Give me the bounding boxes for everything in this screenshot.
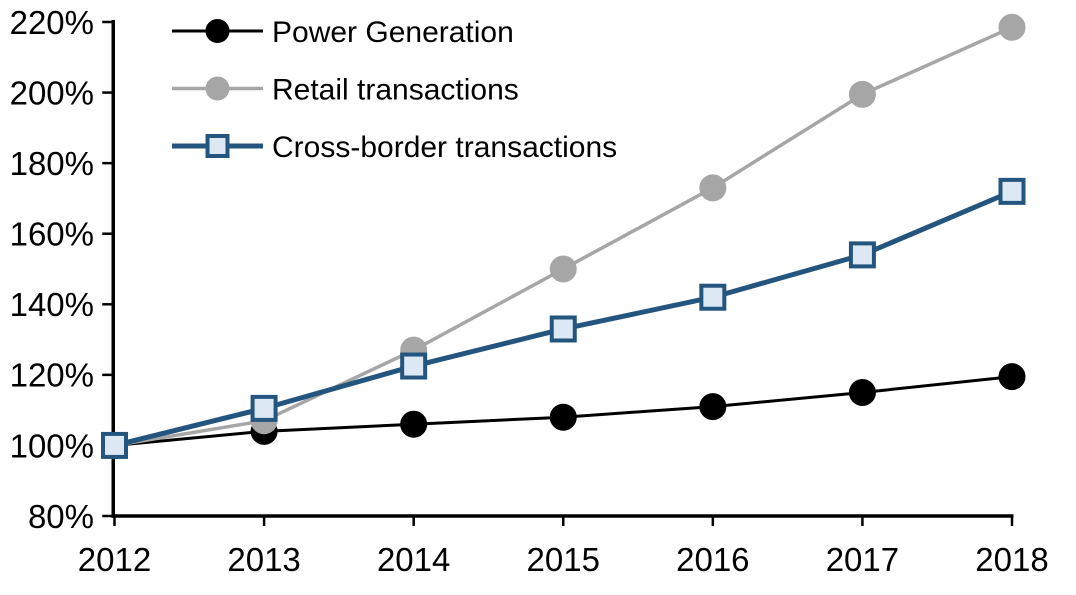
series-power-generation-circle-marker	[549, 403, 577, 431]
y-tick-label: 120%	[10, 357, 94, 394]
x-tick-label: 2015	[527, 541, 600, 578]
legend-label-cross-border-transactions: Cross-border transactions	[272, 131, 617, 164]
series-retail-transactions-circle-marker	[998, 13, 1026, 41]
y-tick-label: 140%	[10, 286, 94, 323]
y-tick-label: 80%	[28, 498, 94, 535]
x-tick-label: 2018	[975, 541, 1048, 578]
series-retail-transactions-circle-marker	[848, 80, 876, 108]
series-power-generation-circle-marker	[400, 410, 428, 438]
series-cross-border-transactions-square-marker	[848, 241, 876, 269]
series-cross-border-transactions-square-marker	[549, 315, 577, 343]
series-power-generation-circle-marker	[848, 379, 876, 406]
x-tick-label: 2016	[676, 541, 749, 578]
series-power-generation-circle-marker	[699, 393, 727, 421]
series-retail-transactions-circle-marker	[549, 255, 577, 283]
series-cross-border-transactions-square-marker	[400, 352, 428, 380]
series-power-generation-circle-marker	[998, 363, 1026, 391]
legend-retail-transactions-circle-marker	[205, 76, 230, 101]
x-tick-label: 2013	[227, 541, 300, 578]
y-tick-label: 200%	[10, 74, 94, 111]
legend-label-power-generation: Power Generation	[272, 16, 514, 49]
series-cross-border-transactions-square-marker	[998, 177, 1026, 205]
y-tick-label: 220%	[10, 4, 94, 41]
series-cross-border-transactions-square-marker	[101, 431, 128, 459]
y-tick-label: 160%	[10, 216, 94, 253]
legend-cross-border-transactions-square-marker	[205, 134, 230, 158]
x-tick-label: 2012	[78, 541, 151, 578]
legend-power-generation-circle-marker	[205, 19, 230, 43]
legend-label-retail-transactions: Retail transactions	[272, 73, 519, 106]
series-cross-border-transactions-square-marker	[250, 394, 278, 422]
x-tick-label: 2014	[377, 541, 450, 578]
series-cross-border-transactions-square-marker	[699, 283, 727, 311]
series-retail-transactions-circle-marker	[699, 174, 727, 202]
y-tick-label: 180%	[10, 145, 94, 182]
x-tick-label: 2017	[826, 541, 899, 578]
y-tick-label: 100%	[10, 427, 94, 464]
